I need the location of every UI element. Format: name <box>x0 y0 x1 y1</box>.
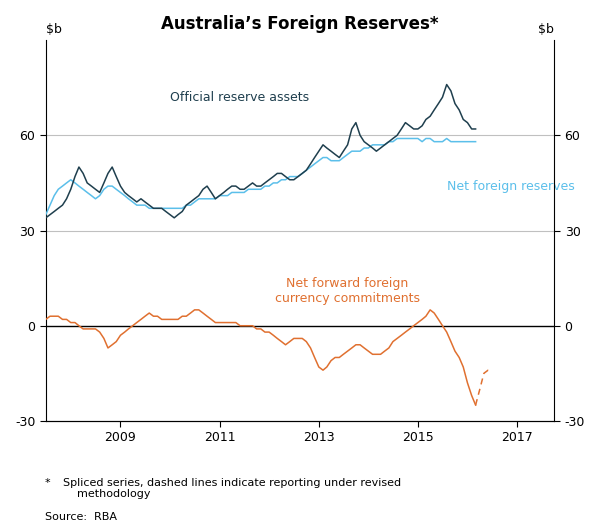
Text: Spliced series, dashed lines indicate reporting under revised
    methodology: Spliced series, dashed lines indicate re… <box>63 478 401 499</box>
Text: *: * <box>45 478 50 488</box>
Title: Australia’s Foreign Reserves*: Australia’s Foreign Reserves* <box>161 15 439 33</box>
Text: Official reserve assets: Official reserve assets <box>170 91 310 104</box>
Text: Source:  RBA: Source: RBA <box>45 512 117 521</box>
Text: $b: $b <box>538 23 554 37</box>
Text: Net foreign reserves: Net foreign reserves <box>446 180 574 193</box>
Text: $b: $b <box>46 23 62 37</box>
Text: Net forward foreign
currency commitments: Net forward foreign currency commitments <box>275 277 420 305</box>
